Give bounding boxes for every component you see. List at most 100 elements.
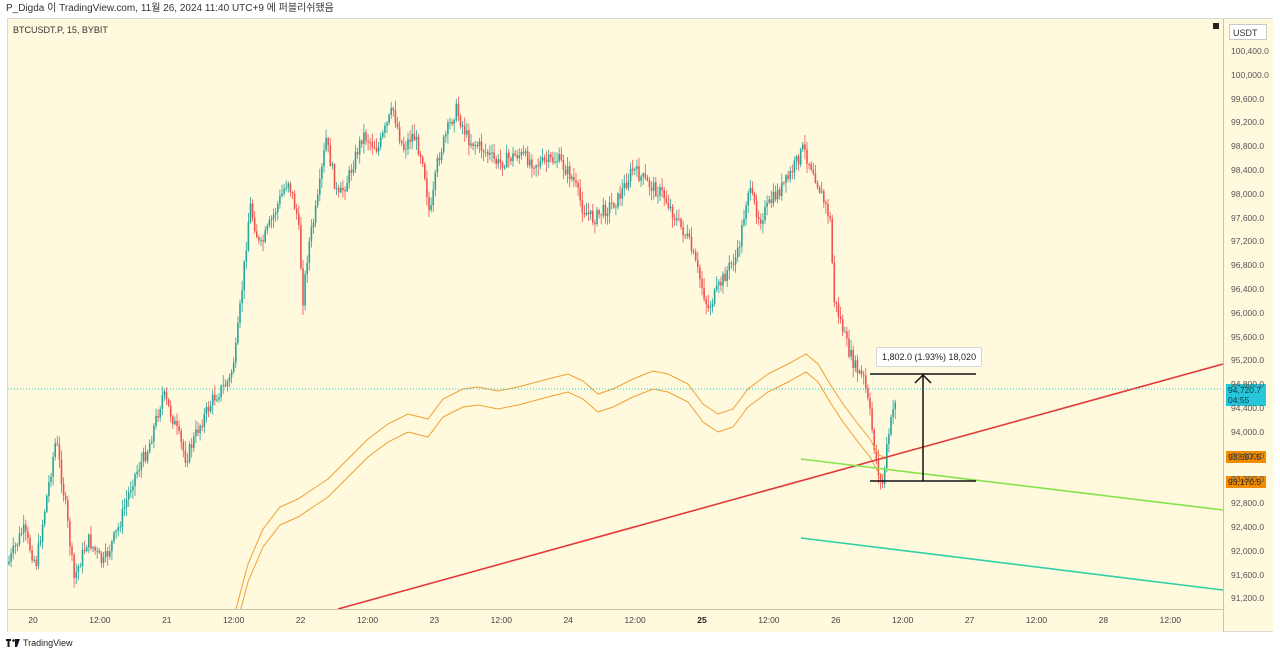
price-tick-label: 93,600.0 — [1231, 450, 1265, 461]
candle-body — [251, 203, 254, 218]
candle-body — [856, 360, 859, 373]
candle-body — [755, 201, 758, 218]
trendline-green — [800, 458, 1223, 511]
candle-body — [237, 323, 239, 344]
candle-body — [472, 143, 474, 146]
candle-body — [180, 431, 182, 443]
candle-body — [623, 183, 626, 189]
candle-body — [749, 187, 752, 193]
candle-body — [461, 125, 464, 127]
candle-body — [682, 227, 684, 236]
price-axis[interactable]: USDT 94,720.7 04:55 93,597.5 93,170.5 10… — [1223, 19, 1273, 631]
chart-frame[interactable]: BTCUSDT.P, 15, BYBIT 1,802.0 (1.93%) 18,… — [7, 18, 1273, 632]
candle-body — [615, 206, 617, 208]
candle-body — [138, 470, 140, 472]
candle-body — [753, 193, 756, 202]
candle-body — [610, 202, 613, 204]
candle-body — [201, 425, 203, 428]
candle-body — [392, 108, 395, 111]
candle-body — [384, 125, 386, 133]
candle-body — [541, 157, 544, 162]
candle-body — [361, 140, 363, 144]
candle-body — [619, 193, 621, 199]
price-tick-label: 96,800.0 — [1231, 260, 1265, 271]
candle-body — [54, 443, 56, 458]
candle-body — [113, 532, 115, 542]
candle-body — [127, 492, 130, 500]
candle-body — [205, 406, 208, 415]
candle-body — [92, 547, 94, 549]
candle-body — [146, 452, 149, 461]
candle-body — [598, 209, 600, 215]
candle-body — [888, 434, 890, 445]
candle-body — [258, 237, 260, 241]
candle-body — [694, 252, 697, 261]
candle-body — [228, 376, 231, 382]
price-chart[interactable] — [8, 19, 1223, 609]
candle-body — [501, 162, 504, 168]
time-tick-label: 28 — [1098, 615, 1109, 625]
candle-body — [707, 304, 710, 308]
candle-body — [230, 371, 233, 377]
candle-body — [676, 218, 678, 221]
candle-body — [688, 233, 691, 237]
candle-body — [413, 133, 416, 141]
candle-body — [627, 181, 630, 189]
price-tick-label: 92,000.0 — [1231, 545, 1265, 556]
candle-body — [199, 425, 201, 434]
candle-body — [85, 547, 88, 551]
candle-body — [356, 151, 359, 155]
square-icon[interactable] — [1213, 23, 1219, 29]
candle-body — [371, 142, 374, 147]
candle-body — [367, 140, 369, 142]
price-tick-label: 96,400.0 — [1231, 284, 1265, 294]
price-tick-label: 95,200.0 — [1231, 355, 1265, 366]
candle-body — [613, 203, 615, 208]
candle-body — [812, 169, 815, 174]
candle-body — [671, 206, 674, 219]
candle-body — [827, 204, 829, 217]
candle-body — [476, 144, 479, 147]
candle-body — [804, 144, 806, 150]
candle-body — [650, 187, 653, 191]
price-tick-label: 98,400.0 — [1231, 165, 1265, 175]
candle-body — [564, 169, 567, 175]
candle-body — [304, 274, 306, 306]
candle-body — [871, 408, 873, 430]
candle-body — [115, 530, 117, 533]
candle-body — [241, 290, 243, 304]
time-axis[interactable]: 20 12:00 21 12:00 22 12:00 23 12:00 24 12:00 25 12:… — [8, 609, 1223, 632]
measure-readout: 1,802.0 (1.93%) 18,020 — [876, 347, 983, 367]
currency-selector[interactable]: USDT — [1229, 24, 1267, 40]
candle-body — [772, 191, 775, 204]
candle-body — [312, 222, 315, 228]
candle-body — [566, 166, 569, 175]
candle-body — [545, 160, 548, 163]
candle-body — [25, 524, 27, 532]
chart-plot-area[interactable]: BTCUSDT.P, 15, BYBIT 1,802.0 (1.93%) 18,… — [8, 19, 1223, 609]
candle-body — [728, 262, 731, 271]
candle-body — [291, 192, 294, 194]
candle-body — [686, 233, 689, 236]
candle-body — [109, 551, 111, 557]
time-tick-label: 12:00 — [624, 615, 646, 625]
candle-body — [774, 191, 777, 200]
candle-body — [445, 134, 447, 137]
candle-body — [314, 205, 317, 223]
trendline-teal — [800, 537, 1223, 591]
candle-body — [159, 408, 161, 418]
candle-body — [295, 208, 298, 214]
time-tick-label: 12:00 — [223, 615, 245, 625]
candle-body — [354, 151, 357, 170]
candle-body — [226, 381, 229, 387]
candle-body — [791, 171, 794, 173]
candle-body — [451, 121, 453, 124]
candle-body — [579, 187, 581, 201]
candle-body — [850, 350, 852, 357]
candle-body — [766, 202, 768, 207]
candle-body — [245, 250, 248, 262]
candle-body — [285, 187, 287, 189]
candle-body — [583, 212, 586, 215]
candle-body — [778, 189, 781, 196]
candle-body — [814, 173, 817, 183]
